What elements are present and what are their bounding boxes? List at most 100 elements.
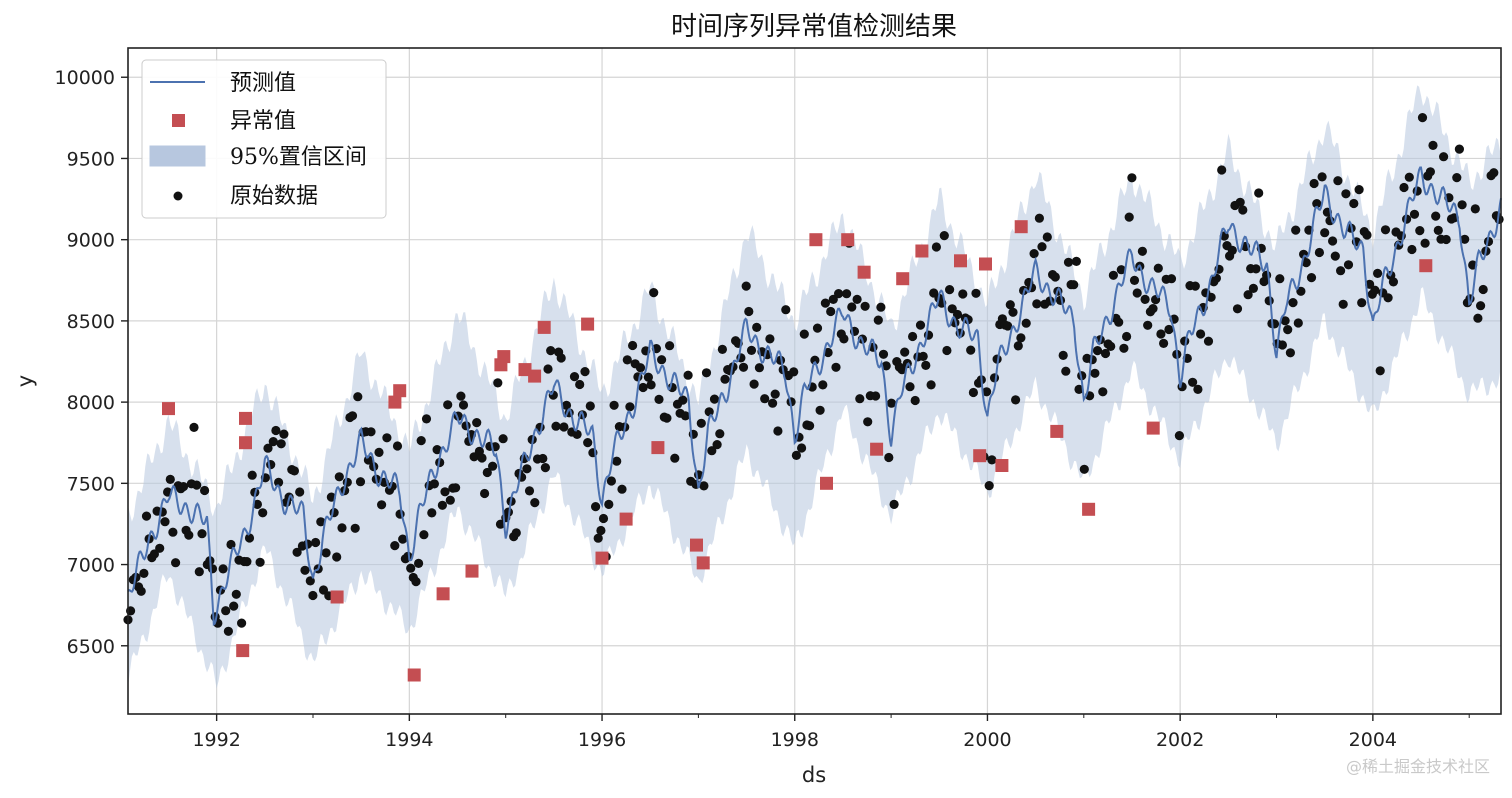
raw-data-point: [820, 298, 831, 308]
raw-data-point: [810, 355, 820, 365]
raw-data-point: [477, 453, 487, 463]
raw-data-point: [242, 557, 252, 567]
raw-data-point: [863, 417, 873, 427]
raw-data-point: [276, 439, 286, 449]
raw-data-point: [1248, 283, 1258, 293]
anomaly-point: [1082, 502, 1096, 516]
raw-data-point: [308, 590, 318, 601]
raw-data-point: [1473, 313, 1483, 323]
raw-data-point: [1343, 260, 1354, 270]
raw-data-point: [1116, 265, 1126, 275]
raw-data-point: [1021, 318, 1031, 328]
raw-data-point: [596, 525, 606, 536]
raw-data-point: [1090, 368, 1100, 378]
raw-data-point: [1320, 228, 1330, 238]
raw-data-point: [635, 363, 646, 373]
raw-data-point: [1264, 296, 1274, 306]
raw-data-point: [1407, 244, 1417, 255]
raw-data-point: [1164, 324, 1174, 335]
raw-data-point: [1143, 320, 1153, 330]
raw-data-point: [791, 450, 802, 460]
raw-data-point: [1100, 348, 1111, 359]
raw-data-point: [311, 537, 321, 548]
raw-data-point: [678, 395, 688, 405]
raw-data-point: [387, 481, 397, 491]
y-axis-label: y: [13, 375, 37, 387]
raw-data-point: [200, 485, 210, 496]
raw-data-point: [192, 480, 202, 490]
x-tick-label: 1996: [578, 729, 626, 751]
legend-anomaly-swatch: [172, 114, 185, 127]
raw-data-point: [1388, 277, 1398, 287]
raw-data-point: [662, 413, 672, 423]
anomaly-point: [1146, 421, 1160, 435]
raw-data-point: [1478, 284, 1488, 295]
raw-data-point: [472, 418, 482, 428]
raw-data-point: [255, 557, 265, 567]
x-tick-label: 1998: [771, 729, 819, 751]
raw-data-point: [831, 362, 841, 372]
raw-data-point: [905, 382, 915, 392]
raw-data-point: [321, 548, 331, 558]
raw-data-point: [1375, 366, 1385, 376]
raw-data-point: [1122, 331, 1132, 342]
raw-data-point: [1005, 300, 1015, 310]
raw-data-point: [834, 289, 844, 299]
raw-data-point: [1124, 212, 1134, 222]
anomaly-point: [973, 449, 987, 463]
raw-data-point: [1153, 263, 1163, 273]
raw-data-point: [184, 530, 194, 540]
raw-data-point: [881, 361, 891, 371]
raw-data-point: [247, 470, 257, 480]
plot-frame: [127, 47, 1502, 715]
anomaly-point: [537, 320, 551, 334]
raw-data-point: [1412, 186, 1422, 196]
raw-data-point: [1415, 226, 1425, 236]
raw-data-point: [300, 565, 310, 575]
raw-data-point: [540, 463, 551, 473]
raw-data-point: [701, 368, 712, 378]
raw-data-point: [696, 418, 706, 428]
raw-data-point: [942, 345, 952, 356]
raw-data-point: [575, 379, 585, 390]
raw-data-point: [699, 481, 709, 491]
raw-data-point: [160, 517, 170, 527]
anomaly-point: [239, 436, 252, 450]
raw-data-point: [749, 379, 759, 389]
raw-data-point: [1238, 205, 1248, 215]
raw-data-point: [818, 380, 828, 390]
y-tick-label: 9500: [67, 148, 115, 170]
raw-data-point: [1333, 176, 1343, 186]
raw-data-point: [752, 322, 762, 332]
raw-data-point: [598, 513, 609, 524]
anomaly-point: [239, 411, 252, 425]
raw-data-point: [670, 453, 680, 463]
raw-data-point: [855, 394, 865, 404]
raw-data-point: [1106, 341, 1116, 351]
raw-data-point: [252, 499, 262, 509]
raw-data-point: [1338, 299, 1348, 309]
raw-data-point: [218, 564, 228, 574]
raw-data-point: [654, 394, 664, 404]
anomaly-point: [857, 265, 871, 279]
raw-data-point: [1188, 377, 1198, 387]
raw-data-point: [939, 231, 949, 241]
legend-forecast-label: 预测值: [230, 71, 296, 96]
raw-data-point: [332, 552, 342, 562]
raw-data-point: [1037, 242, 1047, 252]
raw-data-point: [427, 508, 437, 518]
raw-data-point: [511, 528, 521, 538]
raw-data-point: [871, 391, 881, 401]
raw-data-point: [921, 360, 931, 370]
raw-data-point: [1029, 249, 1039, 259]
raw-data-point: [1232, 304, 1243, 314]
raw-data-point: [318, 585, 329, 595]
y-tick-label: 8000: [67, 392, 115, 414]
raw-data-point: [649, 288, 659, 298]
legend-raw-label: 原始数据: [230, 184, 318, 209]
raw-data-point: [918, 351, 928, 361]
raw-data-point: [646, 380, 656, 390]
raw-data-point: [847, 302, 857, 312]
y-tick-label: 10000: [55, 67, 115, 89]
raw-data-point: [226, 539, 236, 550]
